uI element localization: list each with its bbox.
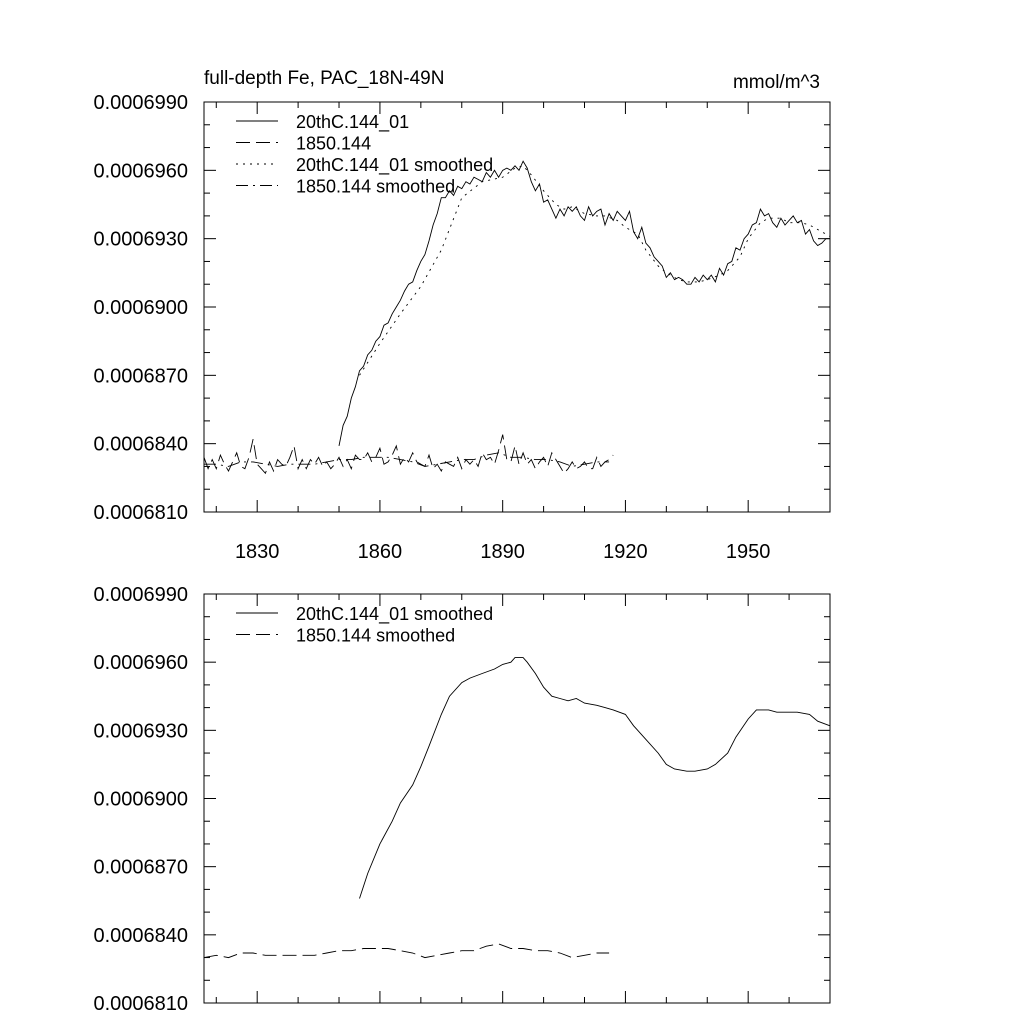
y-tick-label: 0.0006870 <box>93 365 188 387</box>
series-line-1850-144 <box>203 434 614 475</box>
y-tick-label: 0.0006960 <box>93 160 188 182</box>
legend-label: 1850.144 smoothed <box>296 177 455 197</box>
y-tick-label: 0.0006840 <box>93 434 188 456</box>
y-tick-label: 0.0006840 <box>93 925 188 947</box>
y-tick-label: 0.0006900 <box>93 297 188 319</box>
series-line-20thc-144-01 <box>338 160 830 446</box>
x-tick-label: 1890 <box>480 541 525 563</box>
chart-panel-2: 0.0006810 0.0006840 0.0006870 0.0006900 0.00… <box>93 584 831 1015</box>
plot-frame <box>203 593 831 1004</box>
x-tick-label: 1830 <box>235 541 280 563</box>
y-tick-label: 0.0006870 <box>93 857 188 879</box>
legend-label: 20thC.144_01 smoothed <box>296 155 493 176</box>
units-label: mmol/m^3 <box>733 72 820 93</box>
y-tick-label: 0.0006960 <box>93 652 188 674</box>
series-line-20thc-144-01-smoothed <box>359 657 831 899</box>
y-tick-label: 0.0006810 <box>93 502 188 524</box>
x-tick-label: 1950 <box>726 541 771 563</box>
y-tick-label: 0.0006930 <box>93 229 188 251</box>
y-tick-label: 0.0006900 <box>93 789 188 811</box>
series-line-20thc-144-01-smoothed <box>359 165 831 376</box>
legend-label: 1850.144 smoothed <box>296 626 455 646</box>
chart-panel-1: 0.0006810 0.0006840 0.0006870 0.0006900 0.00… <box>93 68 831 563</box>
series-line-1850-144-smoothed <box>204 452 610 467</box>
chart-title: full-depth Fe, PAC_18N-49N <box>204 68 444 89</box>
y-tick-label: 0.0006990 <box>93 92 188 114</box>
legend-label: 1850.144 <box>296 134 371 154</box>
x-tick-label: 1860 <box>358 541 403 563</box>
y-tick-label: 0.0006810 <box>93 993 188 1015</box>
legend-label: 20thC.144_01 smoothed <box>296 604 493 625</box>
legend-label: 20thC.144_01 <box>296 112 409 133</box>
x-tick-label: 1920 <box>603 541 648 563</box>
series-line-1850-144-smoothed <box>203 943 610 959</box>
y-tick-label: 0.0006930 <box>93 720 188 742</box>
y-tick-label: 0.0006990 <box>93 584 188 606</box>
